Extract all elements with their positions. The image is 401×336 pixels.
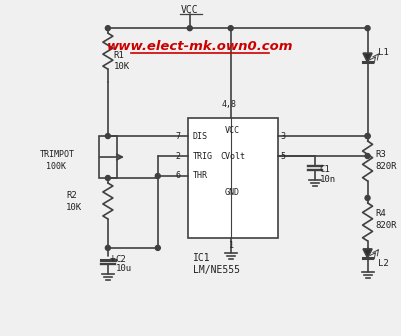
Text: R4: R4 xyxy=(375,209,385,218)
Text: 3: 3 xyxy=(280,131,285,140)
Text: 1: 1 xyxy=(228,241,233,250)
Circle shape xyxy=(105,245,110,250)
Circle shape xyxy=(228,26,233,31)
Text: 4,8: 4,8 xyxy=(221,99,236,109)
Text: 820R: 820R xyxy=(375,162,396,170)
Text: TRIG: TRIG xyxy=(192,152,212,161)
Text: CVolt: CVolt xyxy=(220,152,245,161)
Text: VCC: VCC xyxy=(224,126,239,134)
Text: R3: R3 xyxy=(375,150,385,159)
Text: L2: L2 xyxy=(377,259,387,268)
Text: THR: THR xyxy=(192,171,207,180)
Circle shape xyxy=(187,26,192,31)
Text: www.elect-mk.own0.com: www.elect-mk.own0.com xyxy=(106,40,292,53)
Text: 10n: 10n xyxy=(319,175,335,184)
Circle shape xyxy=(155,173,160,178)
Circle shape xyxy=(364,196,369,201)
Text: LM/NE555: LM/NE555 xyxy=(192,265,239,275)
Text: GND: GND xyxy=(224,188,239,198)
Text: 10K: 10K xyxy=(113,61,130,71)
Text: DIS: DIS xyxy=(192,131,207,140)
Bar xyxy=(99,136,117,178)
Text: C2: C2 xyxy=(115,255,126,264)
Circle shape xyxy=(364,133,369,138)
Polygon shape xyxy=(362,53,371,62)
Text: 10K: 10K xyxy=(66,204,82,212)
Text: C1: C1 xyxy=(319,166,330,174)
Circle shape xyxy=(105,175,110,180)
Text: VCC: VCC xyxy=(180,5,198,15)
Text: 2: 2 xyxy=(175,152,180,161)
Text: +: + xyxy=(109,253,115,263)
Text: 6: 6 xyxy=(175,171,180,180)
Text: R1: R1 xyxy=(113,51,124,59)
Text: TRIMPOT: TRIMPOT xyxy=(40,150,75,159)
Text: 7: 7 xyxy=(175,131,180,140)
Polygon shape xyxy=(362,249,371,258)
Text: IC1: IC1 xyxy=(192,253,210,263)
Circle shape xyxy=(364,154,369,159)
Text: 10u: 10u xyxy=(115,264,132,274)
Text: R2: R2 xyxy=(66,192,77,201)
Text: 820R: 820R xyxy=(375,221,396,230)
Text: L1: L1 xyxy=(377,48,387,57)
Bar xyxy=(187,118,277,238)
Circle shape xyxy=(364,26,369,31)
Circle shape xyxy=(105,26,110,31)
Text: 100K: 100K xyxy=(46,162,66,170)
Text: 5: 5 xyxy=(280,152,285,161)
Circle shape xyxy=(364,133,369,138)
Circle shape xyxy=(155,245,160,250)
Circle shape xyxy=(105,133,110,138)
